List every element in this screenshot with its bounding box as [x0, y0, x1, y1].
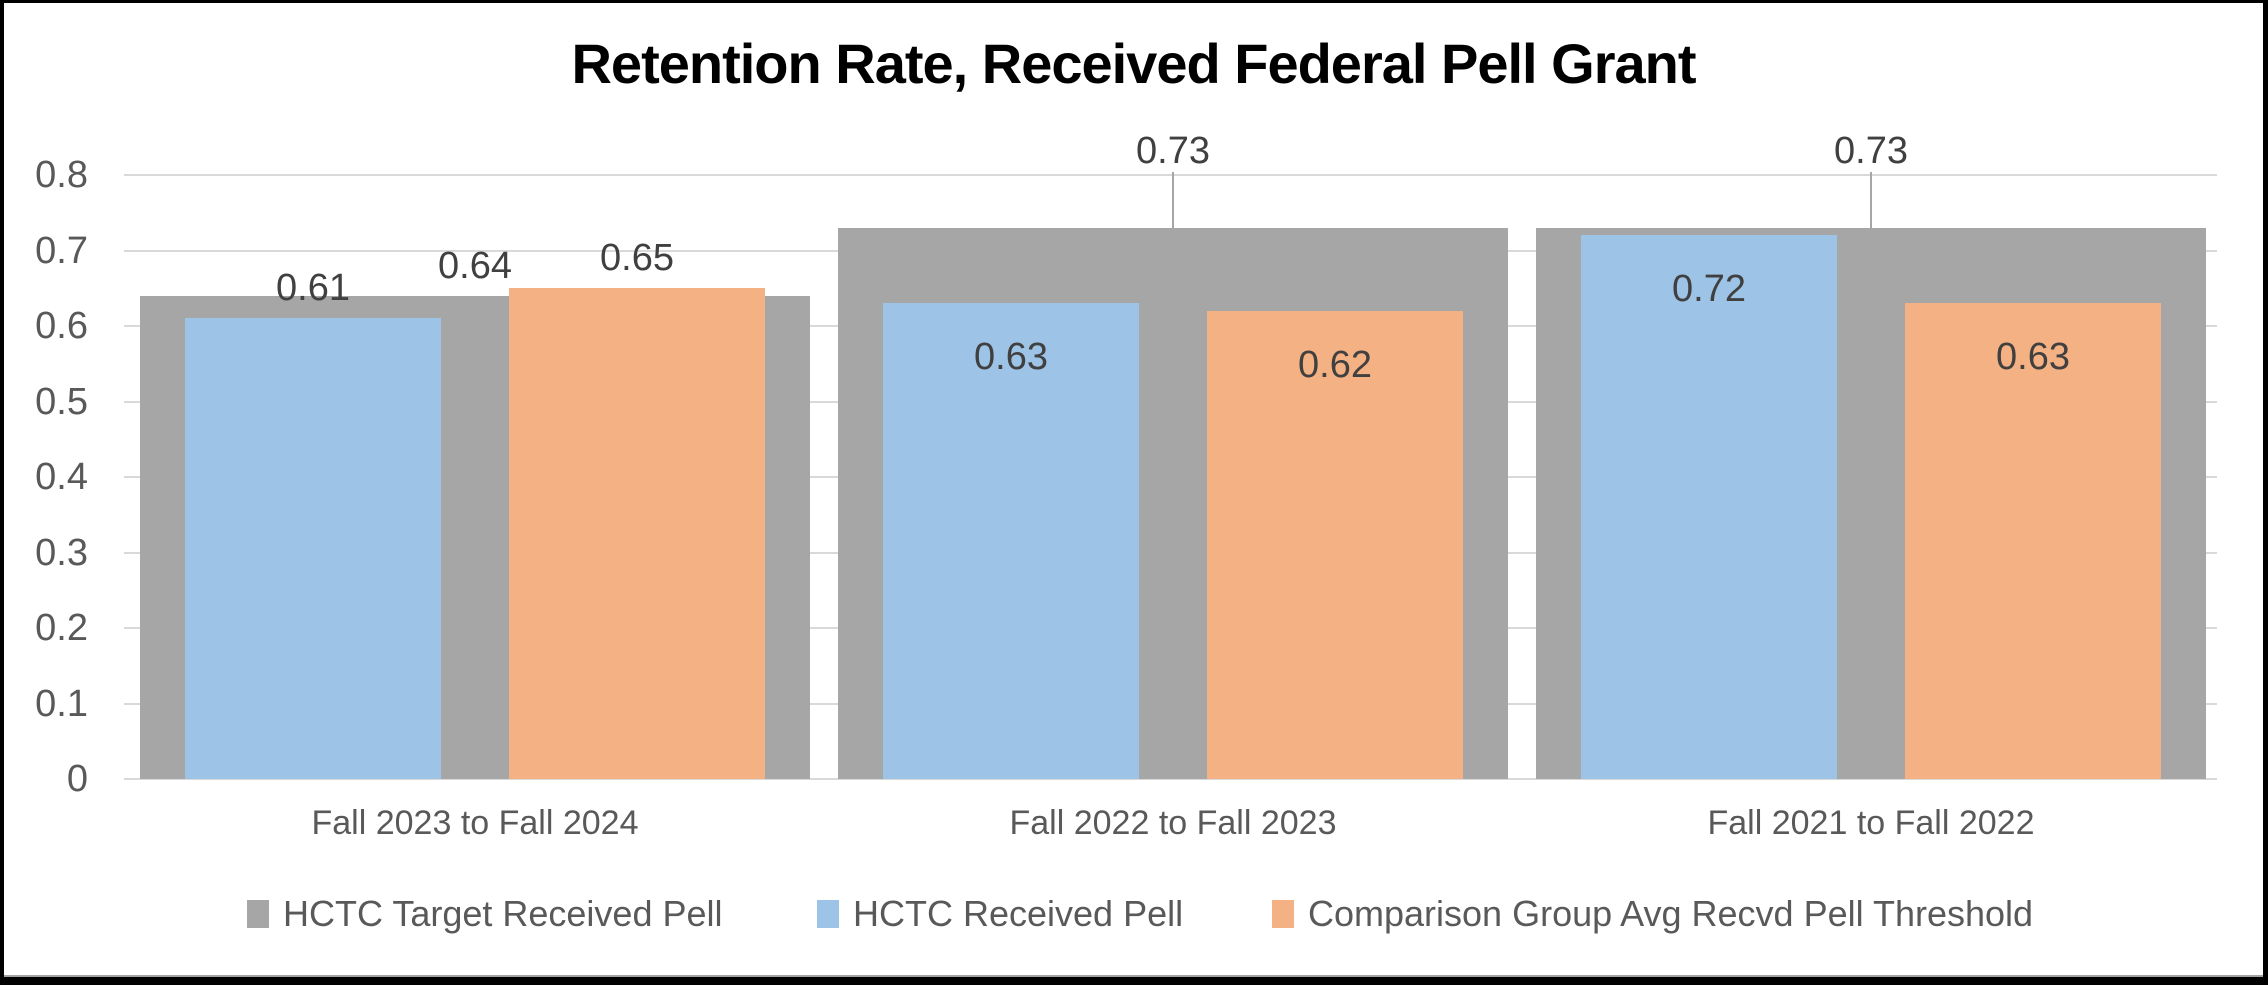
- y-tick-label: 0.1: [35, 682, 88, 725]
- chart-title: Retention Rate, Received Federal Pell Gr…: [571, 32, 1696, 95]
- y-tick-label: 0: [66, 758, 88, 800]
- y-tick-label: 0.5: [35, 380, 88, 423]
- data-label: 0.62: [1298, 343, 1372, 386]
- leader-line: [1870, 171, 1872, 228]
- data-label: 0.63: [974, 336, 1048, 379]
- received-bar: [1581, 235, 1837, 779]
- data-label: 0.73: [1834, 129, 1908, 172]
- leader-line: [1172, 171, 1174, 228]
- category-label: Fall 2022 to Fall 2023: [1009, 804, 1337, 842]
- comparison-bar: [509, 288, 765, 779]
- data-label: 0.63: [1996, 336, 2070, 379]
- y-tick-label: 0.8: [35, 154, 88, 196]
- legend-label: HCTC Received Pell: [853, 893, 1184, 934]
- comparison-bar: [1207, 310, 1463, 779]
- received-bar: [185, 318, 441, 779]
- gridline: [124, 778, 2217, 780]
- legend-swatch: [817, 900, 839, 928]
- y-tick-label: 0.2: [35, 607, 88, 649]
- y-tick-label: 0.6: [35, 305, 88, 347]
- legend-label: HCTC Target Received Pell: [283, 893, 723, 934]
- legend-swatch: [247, 900, 269, 928]
- data-label: 0.72: [1672, 268, 1746, 311]
- legend-label: Comparison Group Avg Recvd Pell Threshol…: [1308, 893, 2034, 934]
- category-label: Fall 2021 to Fall 2022: [1707, 804, 2035, 842]
- comparison-bar: [1905, 303, 2161, 779]
- gridline: [124, 174, 2217, 176]
- data-label: 0.64: [438, 244, 512, 287]
- data-label: 0.73: [1136, 129, 1210, 172]
- data-label: 0.61: [276, 267, 350, 310]
- received-bar: [883, 303, 1139, 779]
- y-tick-label: 0.4: [35, 456, 88, 498]
- legend-swatch: [1272, 900, 1294, 928]
- category-label: Fall 2023 to Fall 2024: [311, 804, 639, 842]
- y-tick-label: 0.3: [35, 531, 88, 574]
- data-label: 0.65: [600, 237, 674, 280]
- bottom-edge-line: [4, 975, 2263, 977]
- plot-area: 0.8 0.7 0.6 0.5 0.4 0.3 0.2 0.1 0 Fall 2023 to Fa…: [4, 3, 2263, 977]
- y-tick-label: 0.7: [35, 229, 88, 272]
